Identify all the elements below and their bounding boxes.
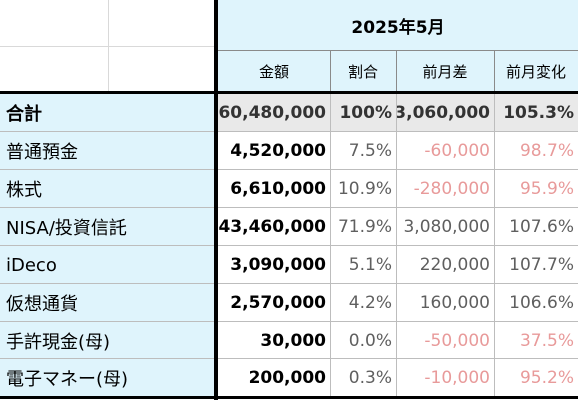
cell-ratio[interactable]: 71.9% [330,208,396,246]
month-title[interactable]: 2025年5月 [218,0,578,50]
cell-change[interactable]: 105.3% [494,94,578,132]
header-ratio[interactable]: 割合 [330,50,396,92]
cell-diff[interactable]: -10,000 [396,359,494,396]
cell-diff[interactable]: -60,000 [396,132,494,170]
cell-change[interactable]: 107.7% [494,246,578,284]
border-line [396,50,397,92]
row-divider [0,321,578,322]
cell-amount[interactable]: 30,000 [218,322,330,359]
cell-change[interactable]: 95.9% [494,170,578,208]
cell-change[interactable]: 98.7% [494,132,578,170]
cell-change[interactable]: 95.2% [494,359,578,396]
cell-change[interactable]: 107.6% [494,208,578,246]
border-line [494,50,495,92]
cell-ratio[interactable]: 4.2% [330,284,396,322]
row-label[interactable]: 仮想通貨 [0,284,214,322]
column-divider [330,94,331,396]
header-amount[interactable]: 金額 [218,50,330,92]
border-line [218,50,578,51]
border-line [330,50,331,92]
cell-diff[interactable]: -50,000 [396,322,494,359]
border-line [214,0,218,400]
border-line [0,91,578,94]
row-label[interactable]: NISA/投資信託 [0,208,214,246]
row-label[interactable]: 株式 [0,170,214,208]
cell-diff[interactable]: 160,000 [396,284,494,322]
row-divider [0,245,578,246]
cell-diff[interactable]: -280,000 [396,170,494,208]
row-divider [0,207,578,208]
row-label[interactable]: iDeco [0,246,214,284]
cell-diff[interactable]: 3,080,000 [396,208,494,246]
cell-ratio[interactable]: 10.9% [330,170,396,208]
cell-ratio[interactable]: 5.1% [330,246,396,284]
header-diff[interactable]: 前月差 [396,50,494,92]
cell-amount[interactable]: 6,610,000 [218,170,330,208]
cell-ratio[interactable]: 100% [330,94,396,132]
row-divider [0,169,578,170]
header-change[interactable]: 前月変化 [494,50,578,92]
cell-ratio[interactable]: 7.5% [330,132,396,170]
cell-amount[interactable]: 2,570,000 [218,284,330,322]
row-divider [0,283,578,284]
column-divider [396,94,397,396]
cell-amount[interactable]: 200,000 [218,359,330,396]
cell-diff[interactable]: 220,000 [396,246,494,284]
cell-amount[interactable]: 3,090,000 [218,246,330,284]
column-divider [494,94,495,396]
cell-amount[interactable]: 43,460,000 [218,208,330,246]
row-divider [0,358,578,359]
row-label[interactable]: 合計 [0,94,214,132]
row-divider [0,131,578,132]
cell-change[interactable]: 106.6% [494,284,578,322]
row-label[interactable]: 電子マネー(母) [0,359,214,396]
row-label[interactable]: 普通預金 [0,132,214,170]
cell-ratio[interactable]: 0.3% [330,359,396,396]
row-label[interactable]: 手許現金(母) [0,322,214,359]
grid-line [0,46,216,47]
cell-change[interactable]: 37.5% [494,322,578,359]
border-line [0,396,578,399]
cell-amount[interactable]: 4,520,000 [218,132,330,170]
cell-diff[interactable]: 3,060,000 [396,94,494,132]
cell-amount[interactable]: 60,480,000 [218,94,330,132]
cell-ratio[interactable]: 0.0% [330,322,396,359]
